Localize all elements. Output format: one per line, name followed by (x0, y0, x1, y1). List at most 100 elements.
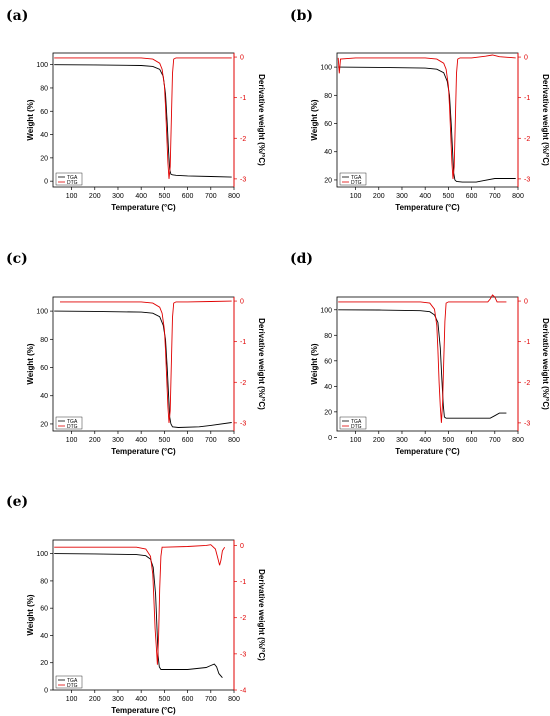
legend-entry: TGA (67, 678, 78, 684)
y-tick-label: 60 (324, 121, 332, 128)
x-tick-label: 400 (135, 437, 147, 444)
y-tick-label: 80 (40, 337, 48, 344)
series-line-dtg (337, 54, 516, 179)
panel-label: (c) (6, 251, 28, 267)
y-tick-label: 40 (40, 393, 48, 400)
y-tick-label: 40 (40, 633, 48, 640)
y2-axis-title: Derivative weight (%/°C) (257, 74, 266, 166)
legend-entry: DTG (351, 424, 362, 430)
y-tick-label: 60 (40, 109, 48, 116)
y-axis-title: Weight (%) (310, 343, 319, 385)
y-axis-title: Weight (%) (26, 99, 35, 141)
series-line-dtg (60, 300, 232, 423)
legend-entry: TGA (351, 419, 362, 425)
y2-tick-label: -1 (240, 95, 246, 102)
x-tick-label: 400 (135, 193, 147, 200)
x-tick-label: 800 (512, 193, 524, 200)
y2-axis-title: Derivative weight (%/°C) (541, 318, 550, 410)
x-tick-label: 200 (373, 437, 385, 444)
x-tick-label: 600 (466, 437, 478, 444)
y-tick-label: 80 (40, 578, 48, 585)
y-tick-label: 100 (36, 309, 48, 316)
y-tick-label: 20 (40, 660, 48, 667)
x-tick-label: 300 (396, 193, 408, 200)
x-tick-label: 400 (419, 193, 431, 200)
x-tick-label: 600 (182, 696, 194, 703)
series-line-tga (338, 66, 516, 183)
legend-entry: TGA (67, 175, 78, 181)
chart-panel: (e) 100 200 300 400 500 600 700 800 0 20 40 60 80 100 0… (6, 494, 266, 715)
y2-tick-label: -2 (240, 615, 246, 622)
x-axis-title: Temperature (°C) (395, 447, 460, 456)
x-tick-label: 100 (350, 437, 362, 444)
y-tick-label: 60 (40, 606, 48, 613)
y-axis-title: Weight (%) (26, 343, 35, 385)
legend-entry: DTG (67, 424, 78, 430)
y2-tick-label: -1 (524, 95, 530, 102)
y-axis-title: Weight (%) (310, 99, 319, 141)
y2-axis-title: Derivative weight (%/°C) (257, 569, 266, 661)
panel-label: (a) (6, 8, 28, 24)
panel-label: (b) (290, 8, 313, 24)
y-tick-label: 80 (324, 333, 332, 340)
y2-tick-label: 0 (524, 299, 528, 306)
y2-tick-label: 0 (240, 543, 244, 550)
x-tick-label: 400 (419, 437, 431, 444)
series-line-dtg (54, 544, 226, 665)
y2-tick-label: -2 (240, 136, 246, 143)
y2-tick-label: -4 (240, 688, 246, 695)
x-axis-title: Temperature (°C) (395, 203, 460, 212)
x-tick-label: 800 (228, 696, 240, 703)
y2-tick-label: 0 (524, 55, 528, 62)
legend-entry: DTG (67, 180, 78, 186)
y-tick-label: 20 (324, 409, 332, 416)
y2-axis-title: Derivative weight (%/°C) (257, 318, 266, 410)
x-tick-label: 500 (159, 193, 171, 200)
series-line-dtg (338, 294, 507, 423)
y-tick-label: 100 (36, 551, 48, 558)
x-tick-label: 100 (66, 193, 78, 200)
x-tick-label: 100 (66, 696, 78, 703)
plot-frame (52, 296, 235, 432)
x-tick-label: 800 (228, 193, 240, 200)
y2-tick-label: -1 (240, 339, 246, 346)
series-line-tga (54, 553, 223, 678)
chart-panel: (d) 100 200 300 400 500 600 700 800 0 20 40 60 80 100 0… (290, 251, 550, 456)
y-tick-label: 20 (40, 155, 48, 162)
y-tick-label: 100 (320, 307, 332, 314)
y2-tick-label: -2 (524, 380, 530, 387)
y2-tick-label: -3 (524, 420, 530, 427)
y2-tick-label: -1 (524, 339, 530, 346)
y2-tick-label: -3 (240, 176, 246, 183)
legend-entry: DTG (351, 180, 362, 186)
x-tick-label: 200 (89, 696, 101, 703)
y-tick-label: 60 (324, 358, 332, 365)
y-tick-label: 80 (324, 93, 332, 100)
x-tick-label: 200 (89, 193, 101, 200)
legend-entry: TGA (351, 175, 362, 181)
x-tick-label: 400 (135, 696, 147, 703)
y-tick-label: 60 (40, 365, 48, 372)
y2-tick-label: 0 (240, 55, 244, 62)
x-tick-label: 700 (205, 193, 217, 200)
x-tick-label: 500 (443, 193, 455, 200)
y-tick-label: 40 (40, 132, 48, 139)
y-tick-label: 100 (320, 65, 332, 72)
y2-tick-label: -2 (524, 136, 530, 143)
chart-panel: (c) 100 200 300 400 500 600 700 800 20 40 60 80 100 0 -… (6, 251, 266, 456)
x-tick-label: 600 (182, 193, 194, 200)
y-axis-title: Weight (%) (26, 594, 35, 636)
x-axis-title: Temperature (°C) (111, 706, 176, 715)
x-tick-label: 300 (396, 437, 408, 444)
x-tick-label: 300 (112, 193, 124, 200)
y-tick-label: 20 (40, 421, 48, 428)
x-tick-label: 700 (205, 437, 217, 444)
x-tick-label: 800 (228, 437, 240, 444)
y-tick-label: 80 (40, 85, 48, 92)
x-tick-label: 100 (66, 437, 78, 444)
panel-label: (e) (6, 494, 28, 510)
plot-frame (52, 52, 235, 188)
series-line-tga (54, 64, 232, 178)
x-tick-label: 600 (466, 193, 478, 200)
